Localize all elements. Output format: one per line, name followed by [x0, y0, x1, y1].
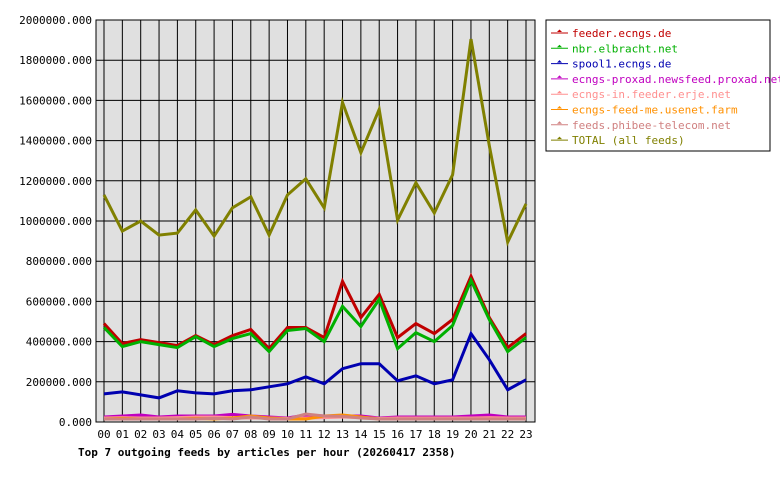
legend-swatch-marker: [557, 60, 562, 63]
series-line: [102, 38, 528, 247]
y-tick-label: 1200000.000: [19, 175, 92, 188]
series-line: [102, 272, 527, 351]
x-tick-label: 10: [281, 428, 294, 441]
y-tick-label: 1800000.000: [19, 54, 92, 67]
legend-label: ecngs-in.feeder.erje.net: [572, 88, 731, 101]
x-tick-label: 22: [501, 428, 514, 441]
x-tick-label: 17: [409, 428, 422, 441]
y-tick-label: 1400000.000: [19, 135, 92, 148]
x-tick-label: 18: [428, 428, 441, 441]
x-tick-label: 23: [519, 428, 532, 441]
x-tick-label: 09: [263, 428, 276, 441]
x-tick-label: 21: [483, 428, 496, 441]
legend-label: spool1.ecngs.de: [572, 58, 671, 71]
grid-lines: [96, 20, 535, 422]
x-tick-label: 04: [171, 428, 185, 441]
legend-swatch-marker: [557, 75, 562, 78]
legend-swatch-marker: [557, 90, 562, 94]
x-tick-label: 19: [446, 428, 459, 441]
series-lines: [102, 38, 528, 421]
legend-swatch-marker: [557, 44, 562, 48]
y-axis-ticks: 0.000 200000.000 400000.000 600000.000 80000…: [19, 14, 92, 429]
legend-label: nbr.elbracht.net: [572, 42, 678, 55]
legend-swatch-marker: [557, 121, 562, 124]
x-tick-label: 07: [226, 428, 239, 441]
x-axis-ticks: 00 01 02 03 04 05 06 07 08 09 10 11 12 13 14 15 16 17 18 19…: [97, 428, 532, 441]
legend-box: [545, 19, 771, 152]
legend-label: feeder.ecngs.de: [572, 27, 671, 40]
y-tick-label: 1000000.000: [19, 215, 92, 228]
y-tick-label: 2000000.000: [19, 14, 92, 27]
x-tick-label: 13: [336, 428, 349, 441]
y-tick-label: 200000.000: [26, 376, 92, 389]
y-tick-label: 800000.000: [26, 255, 92, 268]
y-tick-label: 600000.000: [26, 295, 92, 308]
legend: feeder.ecngs.de nbr.elbracht.net spool1.ec…: [545, 19, 780, 152]
legend-label: TOTAL (all feeds): [572, 134, 685, 147]
x-tick-label: 20: [464, 428, 477, 441]
x-tick-label: 01: [116, 428, 129, 441]
legend-label: ecngs-feed-me.usenet.farm: [572, 104, 738, 117]
legend-swatch-marker: [557, 29, 562, 32]
x-tick-label: 02: [134, 428, 147, 441]
x-tick-label: 11: [299, 428, 312, 441]
x-tick-label: 05: [189, 428, 202, 441]
chart-title: Top 7 outgoing feeds by articles per hou…: [78, 446, 456, 459]
x-tick-label: 03: [152, 428, 165, 441]
x-tick-label: 12: [318, 428, 331, 441]
y-tick-label: 400000.000: [26, 336, 92, 349]
x-tick-label: 15: [373, 428, 386, 441]
y-tick-label: 0.000: [59, 416, 92, 429]
x-tick-label: 16: [391, 428, 404, 441]
x-tick-label: 08: [244, 428, 257, 441]
x-tick-label: 14: [354, 428, 368, 441]
series-line: [102, 276, 527, 354]
legend-label: feeds.phibee-telecom.net: [572, 119, 731, 132]
legend-label: ecngs-proxad.newsfeed.proxad.net: [572, 73, 780, 86]
x-tick-label: 00: [97, 428, 110, 441]
series-line: [104, 412, 526, 421]
legend-swatch-marker: [557, 136, 562, 140]
series-line: [103, 330, 527, 400]
x-tick-label: 06: [207, 428, 220, 441]
legend-swatch-marker: [557, 106, 562, 109]
y-tick-label: 1600000.000: [19, 94, 92, 107]
